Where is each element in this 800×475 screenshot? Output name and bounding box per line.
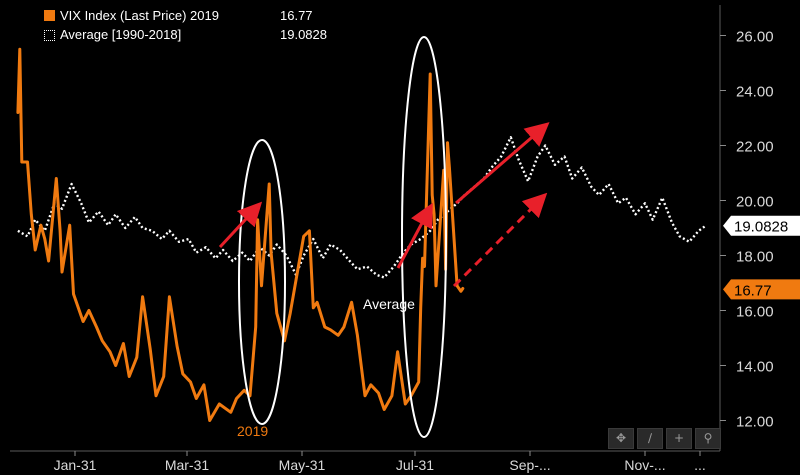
- legend: VIX Index (Last Price) 2019 16.77 Averag…: [44, 6, 334, 52]
- last-value-tag-0: 19.0828: [723, 215, 800, 236]
- zoom-in-icon[interactable]: +: [666, 428, 692, 449]
- x-tick-label: Jan-31: [54, 457, 97, 473]
- pan-icon[interactable]: ✥: [608, 428, 634, 449]
- last-value-tag-bg: [723, 279, 800, 300]
- x-tick-label: ...: [694, 457, 706, 473]
- x-tick-label: Nov-...: [624, 457, 665, 473]
- x-tick-label: Sep-...: [509, 457, 550, 473]
- y-tick-label: 12.00: [736, 414, 774, 431]
- trend-arrows: [218, 122, 550, 288]
- y-tick-label: 20.00: [736, 194, 774, 211]
- legend-swatch-vix: [44, 10, 55, 21]
- may-arrow: [218, 201, 263, 249]
- x-tick-label: Mar-31: [165, 457, 210, 473]
- highlight-ellipses: [238, 36, 447, 438]
- sep-arrow: [455, 122, 550, 205]
- legend-item-vix: VIX Index (Last Price) 2019 16.77: [44, 6, 334, 25]
- last-value-tag-text: 19.0828: [734, 219, 788, 236]
- legend-swatch-average: [44, 30, 55, 41]
- year-2019-annotation: 2019: [237, 423, 268, 439]
- x-tick-label: Jul-31: [396, 457, 434, 473]
- projection-arrow: [452, 192, 548, 288]
- average-annotation: Average: [363, 296, 415, 312]
- legend-label-vix: VIX Index (Last Price) 2019: [60, 8, 219, 23]
- aug-arrow: [396, 202, 433, 269]
- last-value-tag-bg: [723, 215, 800, 236]
- y-tick-label: 18.00: [736, 249, 774, 266]
- last-value-tag-text: 16.77: [734, 282, 772, 299]
- legend-value-vix: 16.77: [280, 8, 313, 23]
- y-tick-label: 14.00: [736, 359, 774, 376]
- legend-label-average: Average [1990-2018]: [60, 27, 182, 42]
- y-tick-label: 16.00: [736, 304, 774, 321]
- legend-value-average: 19.0828: [280, 27, 327, 42]
- may-spike-ellipse: [238, 139, 286, 425]
- last-value-tag-1: 16.77: [723, 279, 800, 300]
- aug-spike-ellipse: [401, 36, 447, 438]
- legend-item-average: Average [1990-2018] 19.0828: [44, 25, 334, 44]
- magnifier-icon[interactable]: ⚲: [695, 428, 721, 449]
- x-tick-label: May-31: [279, 457, 326, 473]
- draw-line-icon[interactable]: ∕: [637, 428, 663, 449]
- y-tick-label: 22.00: [736, 139, 774, 156]
- y-tick-label: 24.00: [736, 84, 774, 101]
- y-tick-label: 26.00: [736, 29, 774, 46]
